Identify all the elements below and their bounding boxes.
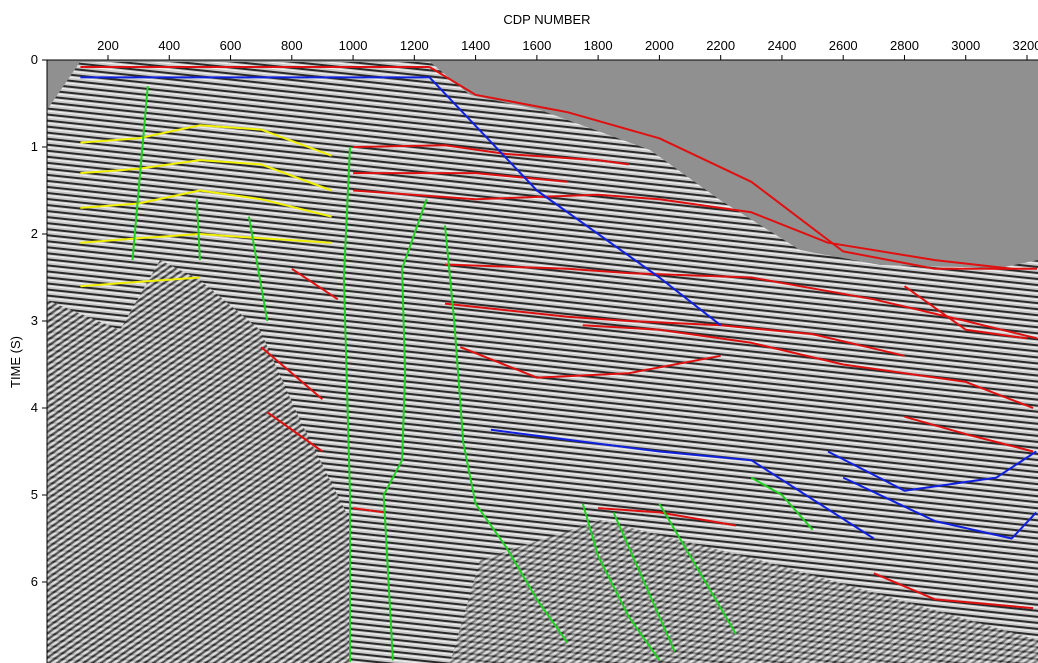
x-tick-label: 200 [97, 38, 119, 53]
seismic-deep-chaotic-zone [47, 260, 350, 663]
x-tick-label: 1400 [461, 38, 490, 53]
x-tick-label: 3200 [1013, 38, 1038, 53]
blue-interpretation-line [490, 428, 875, 540]
green-interpretation-line [382, 198, 428, 661]
x-tick-label: 1200 [400, 38, 429, 53]
x-tick-label: 400 [158, 38, 180, 53]
x-axis-title: CDP NUMBER [503, 12, 590, 27]
red-interpretation-line [266, 411, 323, 453]
x-tick-label: 2000 [645, 38, 674, 53]
y-tick-label: 3 [31, 313, 38, 328]
red-interpretation-line [598, 507, 737, 527]
x-tick-label: 1600 [522, 38, 551, 53]
x-tick-label: 600 [220, 38, 242, 53]
red-interpretation-line [444, 302, 905, 357]
blue-interpretation-line [80, 76, 722, 327]
seismic-deep-chaotic-zone-east [450, 520, 1038, 663]
red-interpretation-line [904, 415, 1034, 453]
x-tick-label: 2200 [706, 38, 735, 53]
red-interpretation-line [459, 346, 721, 379]
red-interpretation-line [903, 285, 1028, 340]
yellow-interpretation-line [80, 159, 332, 192]
green-interpretation-line [131, 86, 149, 261]
green-interpretation-line [247, 216, 269, 322]
plot-area [47, 60, 1038, 663]
red-interpretation-line [353, 144, 629, 166]
x-tick-label: 800 [281, 38, 303, 53]
yellow-interpretation-line [80, 124, 332, 157]
green-interpretation-line [581, 503, 661, 661]
blue-interpretation-line [842, 476, 1037, 540]
red-interpretation-line [873, 572, 1034, 610]
red-interpretation-line [291, 267, 339, 301]
y-ticks: 0 1 2 3 4 5 6 [31, 52, 47, 589]
x-tick-label: 1000 [339, 38, 368, 53]
y-tick-label: 5 [31, 487, 38, 502]
green-interpretation-line [342, 146, 351, 662]
green-interpretation-line [195, 199, 201, 261]
y-tick-label: 4 [31, 400, 38, 415]
yellow-interpretation-line [80, 189, 332, 218]
x-tick-label: 2800 [890, 38, 919, 53]
red-interpretation-line [353, 189, 1012, 270]
x-tick-label: 1800 [584, 38, 613, 53]
interpretation-lines [80, 66, 1038, 662]
y-axis-title: TIME (S) [8, 336, 23, 388]
y-tick-label: 6 [31, 574, 38, 589]
y-axis: 0 1 2 3 4 5 6 TIME (S) [8, 52, 48, 663]
red-interpretation-line [353, 172, 568, 183]
red-interpretation-line [429, 66, 1037, 270]
red-interpretation-line [260, 346, 324, 401]
red-interpretation-line [444, 263, 1038, 340]
x-tick-label: 2600 [829, 38, 858, 53]
x-axis: 200 400 600 800 1000 1200 1400 1600 1800 2000 2200… [47, 12, 1038, 61]
green-interpretation-line [658, 503, 737, 635]
y-tick-label: 1 [31, 139, 38, 154]
x-tick-label: 3000 [951, 38, 980, 53]
x-tick-label: 2400 [767, 38, 796, 53]
red-interpretation-line [582, 324, 1034, 409]
red-interpretation-line [352, 507, 384, 514]
green-interpretation-line [750, 476, 814, 531]
blue-interpretation-line [827, 450, 1037, 492]
green-interpretation-line [444, 225, 569, 644]
x-ticks: 200 400 600 800 1000 1200 1400 1600 1800 2000 2200… [97, 38, 1038, 60]
y-tick-label: 2 [31, 226, 38, 241]
yellow-interpretation-line [80, 233, 332, 244]
yellow-interpretation-line [80, 276, 200, 288]
green-interpretation-line [612, 511, 676, 653]
y-tick-label: 0 [31, 52, 38, 67]
